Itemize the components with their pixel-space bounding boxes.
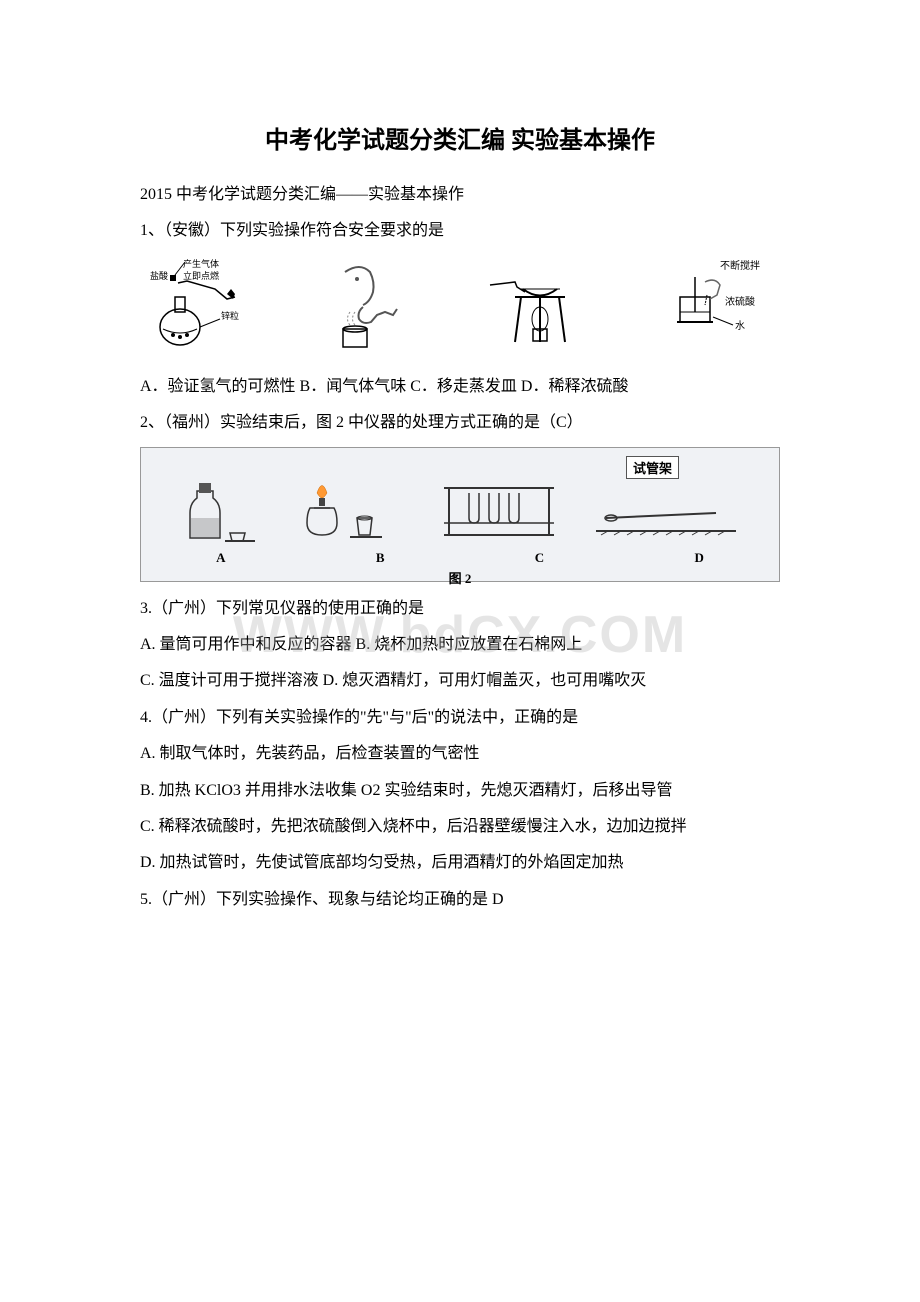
svg-text:产生气体: 产生气体 <box>183 258 219 269</box>
figure2-label-d: D <box>694 550 703 566</box>
question-4-option-c: C. 稀释浓硫酸时，先把浓硫酸倒入烧杯中，后沿器壁缓慢注入水，边加边搅拌 <box>140 812 780 842</box>
figure2-label-c: C <box>535 550 544 566</box>
svg-text:不断搅拌: 不断搅拌 <box>720 259 760 272</box>
svg-text:立即点燃: 立即点燃 <box>183 270 219 281</box>
question-4-option-a: A. 制取气体时，先装药品，后检查装置的气密性 <box>140 739 780 769</box>
subtitle: 2015 中考化学试题分类汇编——实验基本操作 <box>140 180 780 210</box>
question-1-options: A．验证氢气的可燃性 B．闻气体气味 C．移走蒸发皿 D．稀释浓硫酸 <box>140 372 780 402</box>
svg-text:水: 水 <box>735 320 745 332</box>
question-2-text: 2、（福州）实验结束后，图 2 中仪器的处理方式正确的是（C） <box>140 408 780 438</box>
figure2-label-b: B <box>376 550 385 566</box>
question-3-option-cd: C. 温度计可用于搅拌溶液 D. 熄灭酒精灯，可用灯帽盖灭，也可用嘴吹灭 <box>140 666 780 696</box>
smell-icon <box>315 257 425 352</box>
figure2-caption: 图 2 <box>141 566 779 587</box>
tube-rack-label: 试管架 <box>626 456 679 479</box>
question-4-text: 4.（广州）下列有关实验操作的"先"与"后"的说法中，正确的是 <box>140 703 780 733</box>
test-tube-rack-icon <box>429 463 569 548</box>
figure-a: 产生气体 盐酸 立即点燃 锌粒 <box>145 257 255 352</box>
question-5-text: 5.（广州）下列实验操作、现象与结论均正确的是 D <box>140 885 780 915</box>
question-1-figures: 产生气体 盐酸 立即点燃 锌粒 <box>140 257 780 352</box>
dilute-acid-icon: 不断搅拌 浓硫酸 水 <box>655 257 775 352</box>
question-4-option-d: D. 加热试管时，先使试管底部均匀受热，后用酒精灯的外焰固定加热 <box>140 848 780 878</box>
svg-text:浓硫酸: 浓硫酸 <box>725 295 755 308</box>
alcohol-lamp-icon <box>292 463 402 548</box>
figure-b <box>315 257 425 352</box>
figure-d: 不断搅拌 浓硫酸 水 <box>655 257 775 352</box>
svg-text:盐酸: 盐酸 <box>150 270 168 281</box>
question-2-figure: 试管架 <box>140 447 780 582</box>
question-3-option-ab: A. 量筒可用作中和反应的容器 B. 烧杯加热时应放置在石棉网上 <box>140 630 780 660</box>
question-1-text: 1、（安徽）下列实验操作符合安全要求的是 <box>140 216 780 246</box>
question-3-text: 3.（广州）下列常见仪器的使用正确的是 <box>140 594 780 624</box>
page-title: 中考化学试题分类汇编 实验基本操作 <box>140 120 780 155</box>
figure-c <box>485 257 595 352</box>
flask-flame-icon: 产生气体 盐酸 立即点燃 锌粒 <box>145 257 255 352</box>
svg-text:锌粒: 锌粒 <box>221 310 239 321</box>
bottle-stopper-icon <box>175 463 265 548</box>
figure2-label-a: A <box>216 550 225 566</box>
tripod-dish-icon <box>485 257 595 352</box>
question-4-option-b: B. 加热 KClO3 并用排水法收集 O2 实验结束时，先熄灭酒精灯，后移出导… <box>140 776 780 806</box>
